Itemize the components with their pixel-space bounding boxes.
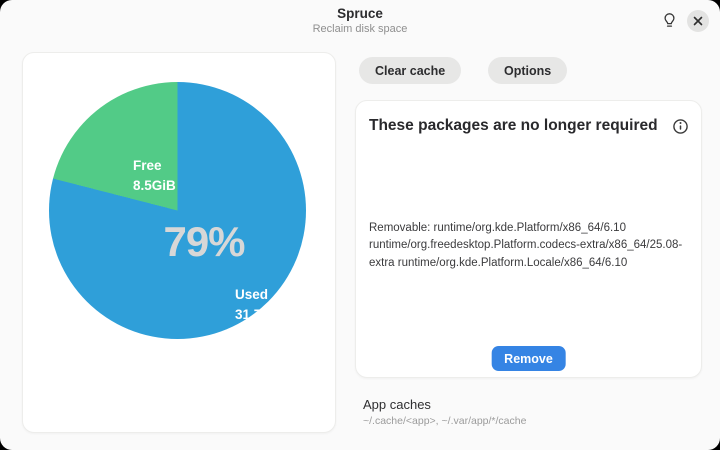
used-slice-label: Used 31.7GiB: [235, 287, 285, 322]
app-caches-row: App caches ~/.cache/<app>, ~/.var/app/*/…: [363, 397, 526, 427]
info-icon: [672, 119, 689, 138]
window-subtitle: Reclaim disk space: [312, 23, 408, 35]
free-slice-label: Free 8.5GiB: [133, 158, 176, 193]
used-size-value: 31.7GiB: [235, 307, 286, 322]
title-block: Spruce Reclaim disk space: [0, 6, 720, 35]
headerbar: Spruce Reclaim disk space: [0, 0, 720, 45]
free-label-text: Free: [133, 158, 162, 173]
disk-usage-card: Free 8.5GiB 79% Used 31.7GiB: [22, 52, 336, 433]
close-button[interactable]: [687, 10, 709, 32]
free-size-value: 8.5GiB: [133, 178, 176, 193]
removable-packages-text: Removable: runtime/org.kde.Platform/x86_…: [369, 222, 683, 269]
packages-card: These packages are no longer required Re…: [355, 100, 702, 378]
used-percent-label: 79%: [163, 218, 245, 265]
app-caches-paths: ~/.cache/<app>, ~/.var/app/*/cache: [363, 415, 527, 427]
window-title: Spruce: [337, 6, 383, 21]
packages-card-title: These packages are no longer required: [369, 117, 658, 134]
app-caches-title: App caches: [363, 397, 431, 412]
lightbulb-icon: [661, 12, 678, 32]
disk-usage-pie: Free 8.5GiB 79% Used 31.7GiB: [49, 82, 306, 339]
options-button[interactable]: Options: [488, 57, 568, 84]
clear-cache-button[interactable]: Clear cache: [359, 57, 462, 84]
used-label-text: Used: [235, 287, 269, 302]
close-icon: [693, 14, 703, 29]
info-button[interactable]: [672, 118, 689, 135]
remove-button[interactable]: Remove: [491, 346, 566, 371]
tips-button[interactable]: [656, 9, 682, 35]
